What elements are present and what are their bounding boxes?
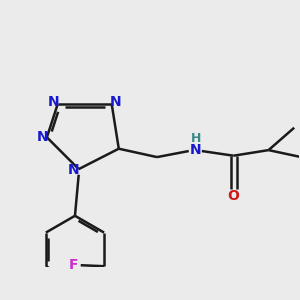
Text: F: F [68, 258, 78, 272]
Text: N: N [48, 95, 60, 109]
Text: N: N [190, 143, 201, 157]
Text: O: O [228, 189, 239, 203]
Text: N: N [67, 163, 79, 177]
Text: N: N [110, 95, 121, 109]
Text: N: N [36, 130, 48, 144]
Text: H: H [191, 132, 201, 145]
